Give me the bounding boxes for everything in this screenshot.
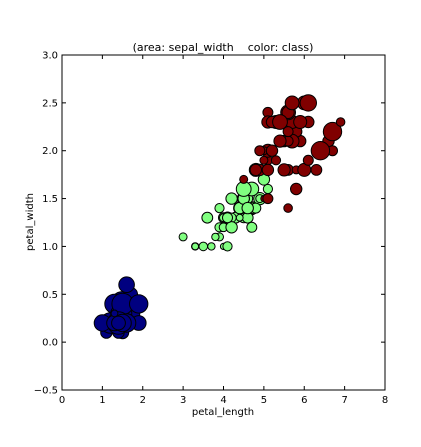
x-tick-label: 5 [261,395,267,406]
data-point-virginica [273,134,287,148]
data-point-versicolor [222,241,233,252]
y-axis-ticks: −0.5 0.0 0.5 1.0 1.5 2.0 2.5 3.0 [34,51,385,397]
y-tick-label: 1.5 [42,194,58,205]
x-tick-label: 0 [59,395,65,406]
x-tick-label: 6 [301,395,307,406]
data-point-virginica [293,115,308,129]
data-point-virginica [270,155,282,166]
data-point-versicolor [235,213,244,222]
data-point-versicolor [225,192,238,205]
x-tick-label: 8 [382,395,388,406]
data-point-virginica [284,95,300,111]
data-point-virginica [272,114,288,130]
data-point-versicolor [214,203,225,214]
y-axis-label: petal_width [25,193,36,251]
data-point-virginica [259,155,269,165]
data-point-virginica [265,144,279,157]
x-axis-ticks: 0 1 2 3 4 5 6 7 8 [59,55,388,406]
x-tick-label: 7 [341,395,347,406]
data-point-setosa [129,294,149,314]
data-point-virginica [249,163,263,177]
data-point-versicolor [207,242,216,251]
data-point-virginica [299,94,317,112]
data-point-virginica [290,182,303,196]
x-tick-label: 1 [99,395,105,406]
y-tick-label: 0.0 [42,338,58,349]
x-tick-label: 4 [220,395,226,406]
data-point-virginica [335,117,346,127]
data-point-versicolor [262,183,273,195]
data-point-virginica [282,126,294,138]
y-tick-label: 2.0 [42,146,58,157]
data-point-virginica [302,154,314,166]
data-point-virginica [277,163,291,177]
data-point-versicolor [191,242,200,251]
data-point-versicolor [211,232,220,242]
data-point-virginica [254,145,266,157]
x-tick-label: 3 [180,395,186,406]
data-point-versicolor [198,241,209,252]
data-point-versicolor [241,201,254,215]
y-tick-label: −0.5 [34,386,58,397]
data-point-virginica [261,163,275,177]
y-tick-label: 3.0 [42,51,58,62]
x-tick-label: 2 [140,395,146,406]
data-point-virginica [322,121,343,142]
y-tick-label: 2.5 [42,98,58,109]
data-point-virginica [283,203,293,213]
data-point-setosa [111,315,126,331]
data-point-virginica [310,141,331,161]
chart-title: (area: sepal_width color: class) [133,41,314,54]
data-point-setosa [118,276,135,294]
data-point-versicolor [222,212,233,224]
data-point-versicolor [225,221,238,234]
y-tick-label: 1.0 [42,242,58,253]
data-points [93,94,346,340]
data-point-virginica [239,174,249,184]
y-tick-label: 0.5 [42,290,58,301]
data-point-virginica [310,164,323,176]
data-point-versicolor [246,221,258,233]
data-point-virginica [262,193,274,205]
x-axis-label: petal_length [192,407,254,418]
data-point-versicolor [201,211,214,224]
data-point-versicolor [178,232,188,242]
